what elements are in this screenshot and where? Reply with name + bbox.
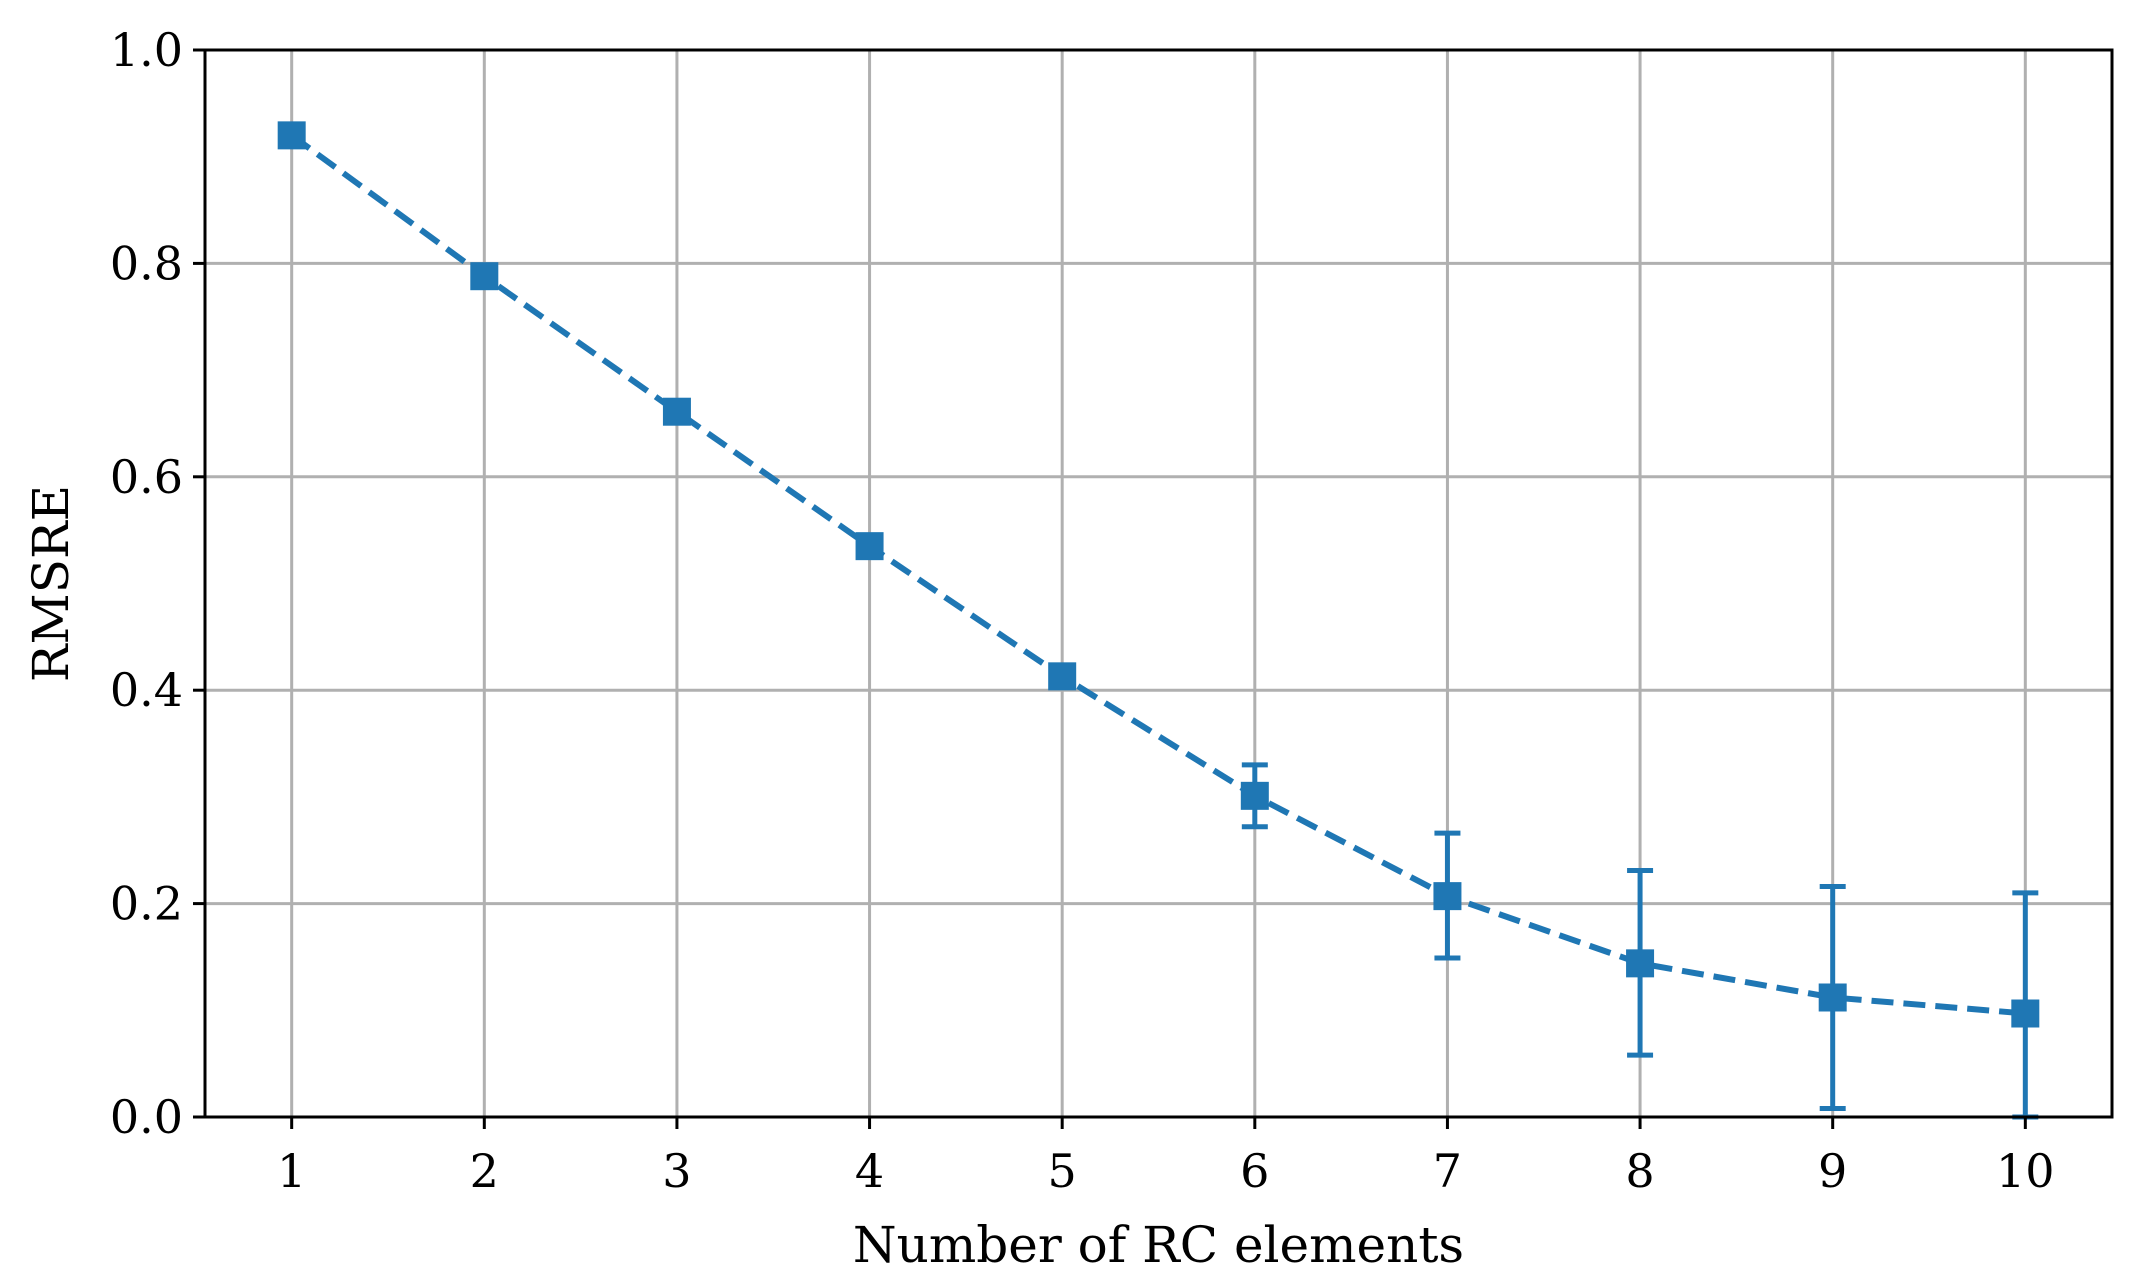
x-tick-label: 10 <box>1996 1144 2055 1198</box>
y-tick-label: 0.0 <box>110 1090 183 1144</box>
y-tick-label: 0.8 <box>110 236 183 290</box>
axis-ticks: 1 2 3 4 5 6 7 8 9 10 0.0 0.2 0.4 0.6 0.8 1.0 <box>110 23 2055 1198</box>
y-tick-label: 0.6 <box>110 450 183 504</box>
data-series <box>277 121 2040 1120</box>
y-tick-label: 1.0 <box>110 23 183 77</box>
x-tick-label: 2 <box>470 1144 499 1198</box>
y-tick-label: 0.4 <box>110 663 183 717</box>
data-point-marker <box>855 532 884 561</box>
x-tick-label: 8 <box>1625 1144 1654 1198</box>
x-axis-label: Number of RC elements <box>853 1216 1464 1274</box>
plot-frame <box>203 48 2114 1119</box>
series-line <box>289 132 2026 1017</box>
grid-lines <box>205 48 2112 1119</box>
data-point-marker <box>2011 999 2040 1028</box>
data-point-marker <box>662 397 691 426</box>
data-point-marker <box>1626 949 1655 978</box>
x-tick-label: 4 <box>855 1144 884 1198</box>
data-point-marker <box>277 121 306 150</box>
data-point-marker <box>1818 983 1847 1012</box>
y-axis-label: RMSRE <box>22 485 80 682</box>
x-tick-label: 5 <box>1048 1144 1077 1198</box>
x-tick-label: 6 <box>1240 1144 1269 1198</box>
x-tick-label: 7 <box>1433 1144 1462 1198</box>
x-tick-label: 3 <box>662 1144 691 1198</box>
data-point-marker <box>1240 781 1269 810</box>
data-point-marker <box>1433 882 1462 911</box>
x-tick-label: 9 <box>1818 1144 1847 1198</box>
x-tick-label: 1 <box>277 1144 306 1198</box>
y-tick-label: 0.2 <box>110 877 183 931</box>
data-point-marker <box>1048 662 1077 691</box>
data-point-marker <box>470 262 499 291</box>
